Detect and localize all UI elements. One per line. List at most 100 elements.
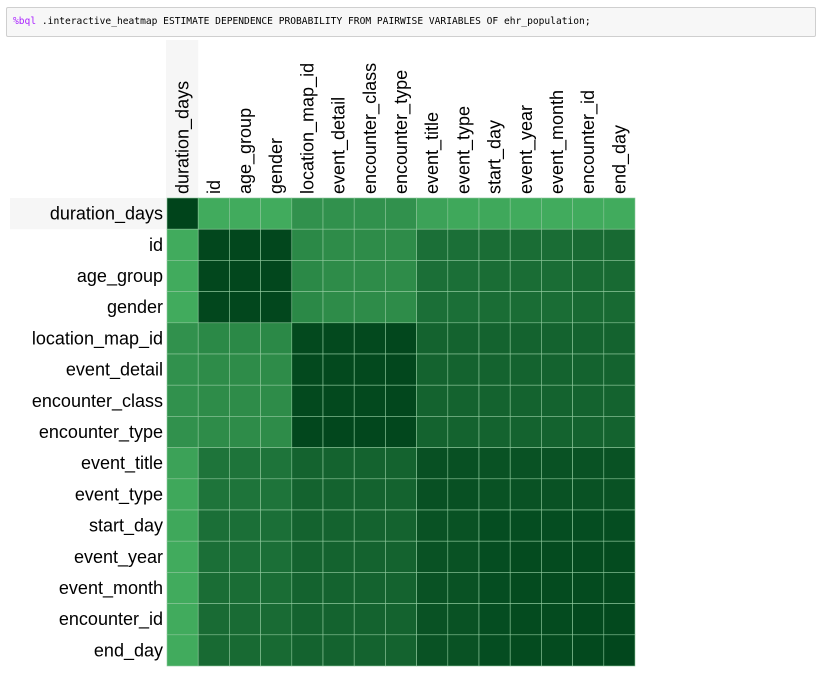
heatmap-cell-duration_days-encounter_class[interactable]	[353, 197, 386, 230]
heatmap-cell-encounter_id-end_day[interactable]	[603, 603, 636, 636]
heatmap-cell-duration_days-start_day[interactable]	[478, 197, 511, 230]
heatmap-cell-start_day-end_day[interactable]	[603, 509, 636, 542]
heatmap-cell-gender-event_detail[interactable]	[322, 291, 355, 324]
heatmap-cell-age_group-event_title[interactable]	[416, 260, 449, 292]
heatmap-cell-end_day-event_month[interactable]	[541, 634, 573, 667]
heatmap-cell-id-start_day[interactable]	[478, 228, 511, 261]
heatmap-cell-start_day-encounter_id[interactable]	[572, 509, 605, 542]
heatmap-cell-age_group-event_type[interactable]	[447, 260, 480, 292]
heatmap-cell-gender-event_month[interactable]	[541, 291, 573, 324]
heatmap-cell-end_day-location_map_id[interactable]	[291, 634, 324, 667]
heatmap-cell-duration_days-event_year[interactable]	[509, 197, 542, 230]
heatmap-cell-id-event_title[interactable]	[416, 228, 449, 261]
heatmap-cell-encounter_type-encounter_class[interactable]	[353, 416, 386, 448]
heatmap-cell-duration_days-location_map_id[interactable]	[291, 197, 324, 230]
heatmap-cell-event_type-event_title[interactable]	[416, 478, 449, 511]
heatmap-cell-encounter_type-location_map_id[interactable]	[291, 416, 324, 448]
heatmap-cell-event_detail-event_month[interactable]	[541, 353, 573, 386]
heatmap-cell-age_group-gender[interactable]	[260, 260, 293, 292]
heatmap-cell-location_map_id-event_detail[interactable]	[322, 322, 355, 355]
heatmap-cell-encounter_class-end_day[interactable]	[603, 384, 636, 417]
heatmap-cell-event_month-duration_days[interactable]	[166, 572, 199, 604]
heatmap-cell-event_year-id[interactable]	[197, 540, 230, 573]
heatmap-cell-id-id[interactable]	[197, 228, 230, 261]
heatmap-cell-event_title-encounter_class[interactable]	[353, 447, 386, 480]
heatmap-cell-event_title-event_year[interactable]	[509, 447, 542, 480]
heatmap-cell-gender-id[interactable]	[197, 291, 230, 324]
heatmap-cell-end_day-event_detail[interactable]	[322, 634, 355, 667]
heatmap-cell-age_group-encounter_id[interactable]	[572, 260, 605, 292]
heatmap-cell-encounter_id-event_year[interactable]	[509, 603, 542, 636]
heatmap-cell-encounter_type-id[interactable]	[197, 416, 230, 448]
heatmap-cell-encounter_id-event_detail[interactable]	[322, 603, 355, 636]
heatmap-cell-event_year-age_group[interactable]	[229, 540, 261, 573]
heatmap-cell-encounter_type-encounter_type[interactable]	[385, 416, 417, 448]
heatmap-cell-encounter_class-encounter_class[interactable]	[353, 384, 386, 417]
heatmap-cell-end_day-event_type[interactable]	[447, 634, 480, 667]
heatmap-cell-event_detail-event_title[interactable]	[416, 353, 449, 386]
heatmap-cell-start_day-event_type[interactable]	[447, 509, 480, 542]
heatmap-cell-event_year-duration_days[interactable]	[166, 540, 199, 573]
heatmap-cell-duration_days-id[interactable]	[197, 197, 230, 230]
heatmap-cell-id-event_year[interactable]	[509, 228, 542, 261]
heatmap-cell-location_map_id-end_day[interactable]	[603, 322, 636, 355]
heatmap-cell-encounter_class-event_year[interactable]	[509, 384, 542, 417]
heatmap-cell-event_detail-gender[interactable]	[260, 353, 293, 386]
heatmap-cell-event_detail-encounter_id[interactable]	[572, 353, 605, 386]
heatmap-cell-event_title-duration_days[interactable]	[166, 447, 199, 480]
heatmap-cell-age_group-duration_days[interactable]	[166, 260, 199, 292]
heatmap-cell-encounter_class-start_day[interactable]	[478, 384, 511, 417]
heatmap-cell-id-age_group[interactable]	[229, 228, 261, 261]
heatmap-cell-event_detail-id[interactable]	[197, 353, 230, 386]
heatmap-cell-event_title-event_month[interactable]	[541, 447, 573, 480]
heatmap-cell-id-end_day[interactable]	[603, 228, 636, 261]
heatmap-cell-duration_days-age_group[interactable]	[229, 197, 261, 230]
heatmap-cell-event_month-encounter_id[interactable]	[572, 572, 605, 604]
heatmap-cell-event_month-age_group[interactable]	[229, 572, 261, 604]
heatmap-cell-event_month-encounter_class[interactable]	[353, 572, 386, 604]
heatmap-cell-gender-start_day[interactable]	[478, 291, 511, 324]
heatmap-cell-event_type-event_month[interactable]	[541, 478, 573, 511]
heatmap-cell-event_type-event_type[interactable]	[447, 478, 480, 511]
heatmap-cell-event_year-event_type[interactable]	[447, 540, 480, 573]
heatmap-cell-gender-event_title[interactable]	[416, 291, 449, 324]
heatmap-cell-event_type-encounter_class[interactable]	[353, 478, 386, 511]
heatmap-cell-event_year-event_title[interactable]	[416, 540, 449, 573]
heatmap-cell-event_month-event_month[interactable]	[541, 572, 573, 604]
heatmap-cell-duration_days-event_type[interactable]	[447, 197, 480, 230]
heatmap-cell-encounter_class-location_map_id[interactable]	[291, 384, 324, 417]
heatmap-cell-encounter_id-duration_days[interactable]	[166, 603, 199, 636]
heatmap-cell-event_detail-event_type[interactable]	[447, 353, 480, 386]
heatmap-cell-event_type-duration_days[interactable]	[166, 478, 199, 511]
heatmap-cell-event_month-event_detail[interactable]	[322, 572, 355, 604]
heatmap-cell-event_type-start_day[interactable]	[478, 478, 511, 511]
heatmap-cell-event_title-id[interactable]	[197, 447, 230, 480]
heatmap-cell-encounter_id-encounter_id[interactable]	[572, 603, 605, 636]
heatmap-cell-gender-duration_days[interactable]	[166, 291, 199, 324]
heatmap-cell-id-event_detail[interactable]	[322, 228, 355, 261]
heatmap-cell-encounter_class-event_detail[interactable]	[322, 384, 355, 417]
heatmap-cell-start_day-event_year[interactable]	[509, 509, 542, 542]
heatmap-cell-encounter_class-duration_days[interactable]	[166, 384, 199, 417]
heatmap-cell-age_group-age_group[interactable]	[229, 260, 261, 292]
heatmap-cell-encounter_class-age_group[interactable]	[229, 384, 261, 417]
heatmap-cell-gender-encounter_class[interactable]	[353, 291, 386, 324]
heatmap-cell-event_detail-start_day[interactable]	[478, 353, 511, 386]
heatmap-cell-duration_days-encounter_id[interactable]	[572, 197, 605, 230]
heatmap-cell-event_year-location_map_id[interactable]	[291, 540, 324, 573]
heatmap-cell-start_day-encounter_class[interactable]	[353, 509, 386, 542]
heatmap-cell-start_day-encounter_type[interactable]	[385, 509, 417, 542]
heatmap-cell-id-event_month[interactable]	[541, 228, 573, 261]
heatmap-cell-id-event_type[interactable]	[447, 228, 480, 261]
heatmap-cell-end_day-end_day[interactable]	[603, 634, 636, 667]
heatmap-cell-encounter_id-event_title[interactable]	[416, 603, 449, 636]
heatmap-cell-duration_days-duration_days[interactable]	[166, 197, 199, 230]
heatmap-cell-encounter_class-event_title[interactable]	[416, 384, 449, 417]
heatmap-cell-encounter_type-start_day[interactable]	[478, 416, 511, 448]
heatmap-cell-event_title-age_group[interactable]	[229, 447, 261, 480]
heatmap-cell-id-gender[interactable]	[260, 228, 293, 261]
heatmap-cell-location_map_id-start_day[interactable]	[478, 322, 511, 355]
heatmap-cell-end_day-duration_days[interactable]	[166, 634, 199, 667]
heatmap-cell-id-encounter_type[interactable]	[385, 228, 417, 261]
